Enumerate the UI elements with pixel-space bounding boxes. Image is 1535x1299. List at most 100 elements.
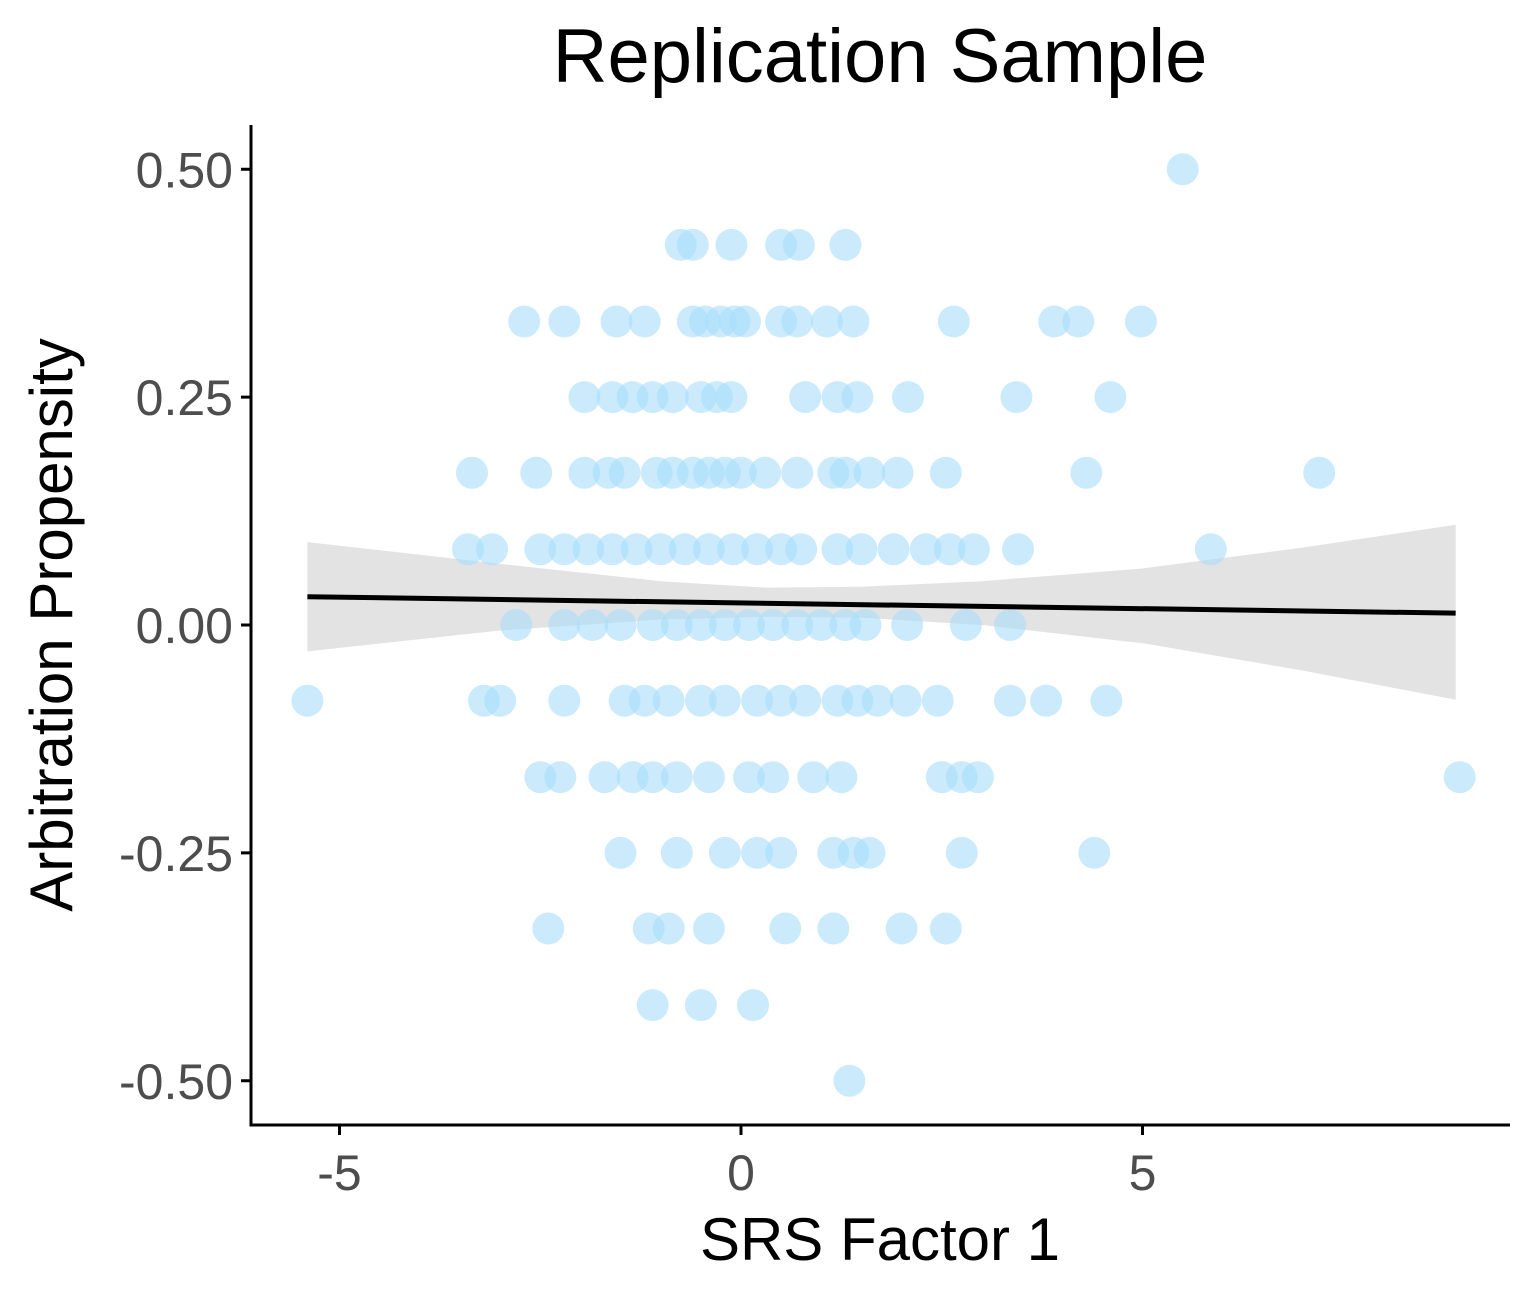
data-point [692, 912, 725, 945]
axes-layer: -0.50 -0.25 0.00 0.25 0.50 -5 0 5 [119, 125, 1510, 1201]
data-point [1038, 305, 1071, 338]
data-point [636, 761, 669, 794]
data-point [737, 989, 769, 1022]
data-point [568, 381, 601, 414]
data-point [881, 456, 914, 489]
data-point [684, 684, 717, 717]
data-point [733, 609, 765, 641]
data-point [877, 533, 910, 566]
data-point [291, 684, 324, 717]
points-layer [291, 153, 1476, 1097]
data-point [692, 761, 725, 794]
data-point [717, 533, 749, 566]
data-point [708, 684, 741, 717]
data-point [1078, 836, 1111, 869]
data-point [660, 609, 693, 641]
data-point [891, 609, 924, 641]
data-point [1030, 684, 1063, 717]
data-point [1194, 533, 1227, 566]
data-point [957, 533, 990, 566]
y-axis-title: Arbitration Propensity [18, 338, 85, 912]
data-point [544, 761, 577, 794]
data-point [452, 533, 484, 566]
data-point [520, 456, 553, 489]
data-point [961, 761, 994, 794]
confidence-band [307, 524, 1456, 700]
data-point [708, 836, 741, 869]
y-tick-label: -0.50 [119, 1054, 233, 1110]
data-point [484, 684, 517, 717]
fit-line-layer [307, 594, 1456, 616]
data-point [757, 761, 790, 794]
data-point [636, 989, 669, 1022]
data-point [548, 305, 581, 338]
data-point [765, 836, 798, 869]
data-point [885, 912, 918, 945]
data-point [749, 456, 782, 489]
data-point [949, 609, 982, 641]
data-point [715, 381, 748, 414]
data-point [524, 533, 557, 566]
data-point [829, 228, 862, 261]
data-point [628, 684, 661, 717]
data-point [456, 456, 488, 489]
data-point [821, 533, 854, 566]
data-point [945, 836, 978, 869]
chart-title: Replication Sample [553, 14, 1208, 99]
data-point [572, 533, 605, 566]
data-point [785, 533, 818, 566]
data-point [600, 305, 633, 338]
data-point [1070, 456, 1103, 489]
data-point [652, 912, 685, 945]
data-point [929, 912, 962, 945]
data-point [929, 456, 962, 489]
fit-line [307, 594, 1456, 616]
data-point [548, 533, 581, 566]
x-tick-label: -5 [317, 1145, 361, 1201]
data-point [588, 761, 621, 794]
data-point [805, 609, 838, 641]
data-point [715, 228, 748, 261]
data-point [604, 609, 637, 641]
data-point [994, 609, 1026, 641]
data-point [508, 305, 541, 338]
data-point [829, 456, 862, 489]
data-point [644, 533, 677, 566]
data-point [684, 609, 717, 641]
data-point [765, 684, 798, 717]
data-point [628, 305, 661, 338]
data-point [921, 684, 954, 717]
data-point [810, 305, 843, 338]
data-point [1090, 684, 1123, 717]
data-point [741, 533, 774, 566]
data-point [1000, 381, 1033, 414]
data-point [684, 989, 717, 1022]
data-point [889, 684, 922, 717]
data-point [532, 912, 565, 945]
data-point [568, 456, 601, 489]
data-point [853, 836, 886, 869]
data-point [1166, 153, 1199, 186]
data-point [668, 533, 701, 566]
x-tick-label: 0 [727, 1145, 755, 1201]
data-point [789, 381, 822, 414]
data-point [548, 609, 581, 641]
data-point [837, 305, 870, 338]
data-point [620, 533, 653, 566]
data-point [781, 609, 814, 641]
y-tick-label: 0.25 [136, 370, 233, 426]
data-point [781, 456, 814, 489]
data-point [741, 836, 774, 869]
data-point [596, 533, 629, 566]
data-point [708, 609, 741, 641]
data-point [853, 456, 886, 489]
data-point [841, 381, 874, 414]
data-point [733, 761, 765, 794]
data-point [937, 305, 970, 338]
data-point [797, 761, 830, 794]
y-tick-label: -0.25 [119, 826, 233, 882]
data-point [769, 912, 802, 945]
data-point [781, 305, 814, 338]
data-point [548, 684, 581, 717]
